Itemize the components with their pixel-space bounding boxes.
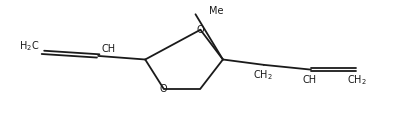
Text: CH: CH — [101, 44, 116, 54]
Text: CH: CH — [303, 75, 317, 85]
Text: CH$_2$: CH$_2$ — [347, 73, 367, 87]
Text: Me: Me — [209, 6, 223, 16]
Text: H$_2$C: H$_2$C — [18, 39, 39, 53]
Text: O: O — [160, 84, 167, 94]
Text: CH$_2$: CH$_2$ — [253, 68, 272, 82]
Text: O: O — [197, 25, 204, 35]
